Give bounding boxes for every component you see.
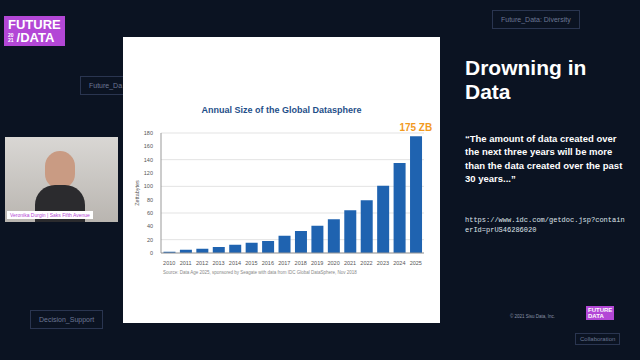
svg-text:0: 0 [150,250,153,256]
svg-text:2013: 2013 [212,260,224,266]
html-text:DATA: DATA [588,313,604,319]
svg-text:80: 80 [147,197,153,203]
html-text:Veronika Durgin | Saks Fifth A: Veronika Durgin | Saks Fifth Avenue [10,212,90,218]
svg-text:2024: 2024 [393,260,405,266]
html-text:/DATA: /DATA [16,30,55,45]
svg-text:180: 180 [144,130,153,136]
svg-text:2021: 2021 [344,260,356,266]
html-text:Future_Da: Future_Da [89,82,123,89]
svg-text:40: 40 [147,223,153,229]
html-text:FUTURE: FUTURE [8,17,61,32]
svg-text:2019: 2019 [311,260,323,266]
html-text:© 2021 Sisu Data, Inc.: © 2021 Sisu Data, Inc. [510,314,556,319]
svg-text:140: 140 [144,157,153,163]
svg-text:2018: 2018 [295,260,307,266]
svg-text:2014: 2014 [229,260,241,266]
svg-text:2016: 2016 [262,260,274,266]
svg-text:2023: 2023 [377,260,389,266]
svg-text:175 ZB: 175 ZB [399,122,432,133]
html-text:“The amount of data created ov: “The amount of data created over the nex… [465,133,623,184]
svg-text:2025: 2025 [410,260,422,266]
html-text:FUTURE: FUTURE [588,307,613,313]
html-text:Source: Data Age 2025, sponsor: Source: Data Age 2025, sponsored by Seag… [163,270,357,275]
svg-text:2012: 2012 [196,260,208,266]
svg-text:60: 60 [147,210,153,216]
svg-text:2017: 2017 [278,260,290,266]
html-text:Annual Size of the Global Data: Annual Size of the Global Datasphere [201,105,362,115]
html-text:20: 20 [8,31,14,38]
svg-text:Zettabytes: Zettabytes [134,180,140,206]
svg-text:2022: 2022 [360,260,372,266]
html-text:Collaboration: Collaboration [580,336,616,342]
svg-text:2010: 2010 [163,260,175,266]
html-text:https://www.idc.com/getdoc.jsp: https://www.idc.com/getdoc.jsp?container… [465,216,625,234]
svg-text:2015: 2015 [245,260,257,266]
svg-text:100: 100 [144,183,153,189]
html-text:21: 21 [8,36,14,43]
html-text:Decision_Support: Decision_Support [39,316,95,323]
svg-text:2011: 2011 [180,260,192,266]
svg-text:20: 20 [147,237,153,243]
svg-text:160: 160 [144,143,153,149]
html-text:Drowning in Data: Drowning in Data [465,56,587,104]
html-text:Future_Data: Diversity: Future_Data: Diversity [501,16,571,23]
svg-text:120: 120 [144,170,153,176]
svg-text:2020: 2020 [327,260,339,266]
